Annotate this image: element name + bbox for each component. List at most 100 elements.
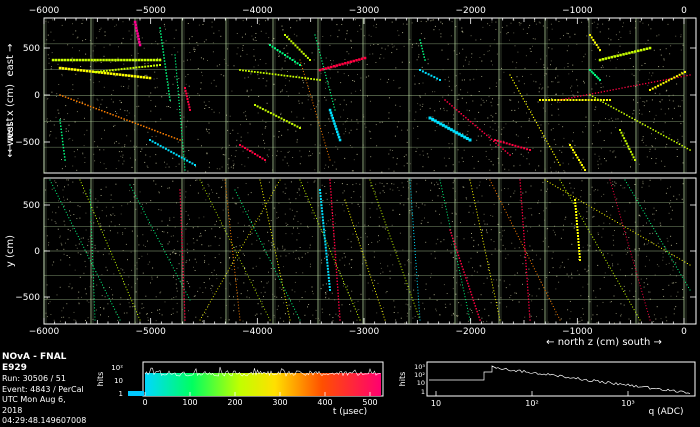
track-hit <box>146 76 149 79</box>
track-hit <box>83 69 86 72</box>
noise-hit <box>456 282 457 283</box>
noise-hit <box>595 107 596 108</box>
noise-hit <box>189 86 190 87</box>
noise-hit <box>456 214 457 215</box>
noise-hit <box>562 126 563 127</box>
noise-hit <box>305 291 306 292</box>
noise-hit <box>601 67 602 68</box>
noise-hit <box>179 164 180 165</box>
track-hit <box>441 185 442 186</box>
noise-hit <box>99 31 100 32</box>
track-hit <box>525 260 526 261</box>
noise-hit <box>392 225 393 226</box>
noise-hit <box>332 317 333 318</box>
noise-hit <box>649 292 650 293</box>
noise-hit <box>258 65 259 66</box>
noise-hit <box>363 114 364 115</box>
track-hit <box>345 200 346 201</box>
noise-hit <box>442 97 443 98</box>
noise-hit <box>220 238 221 239</box>
track-hit <box>537 274 538 275</box>
track-hit <box>312 210 313 211</box>
track-hit <box>604 214 605 215</box>
track-hit <box>387 227 388 228</box>
track-hit <box>163 133 165 135</box>
noise-hit <box>570 311 571 312</box>
noise-hit <box>673 101 674 102</box>
noise-hit <box>625 232 626 233</box>
track-hit <box>92 210 93 211</box>
noise-hit <box>376 124 377 125</box>
noise-hit <box>663 289 664 290</box>
noise-hit <box>144 48 145 49</box>
noise-hit <box>597 322 598 323</box>
track-hit <box>67 215 68 216</box>
track-hit <box>97 274 98 275</box>
noise-hit <box>456 75 457 76</box>
track-hit <box>77 69 80 72</box>
track-hit <box>689 149 691 151</box>
track-hit <box>360 245 361 246</box>
track-hit <box>266 209 267 210</box>
noise-hit <box>490 127 491 128</box>
noise-hit <box>578 259 579 260</box>
track-hit <box>323 225 325 227</box>
track-hit <box>281 118 283 120</box>
noise-hit <box>422 220 423 221</box>
noise-hit <box>415 84 416 85</box>
noise-hit <box>112 19 113 20</box>
noise-hit <box>430 190 431 191</box>
noise-hit <box>232 198 233 199</box>
noise-hit <box>224 154 225 155</box>
track-hit <box>183 158 185 160</box>
noise-hit <box>665 247 666 248</box>
track-hit <box>150 225 151 226</box>
noise-hit <box>371 242 372 243</box>
track-hit <box>136 311 137 312</box>
noise-hit <box>572 71 573 72</box>
noise-hit <box>52 265 53 266</box>
noise-hit <box>644 282 645 283</box>
noise-hit <box>267 283 268 284</box>
track-hit <box>516 233 517 234</box>
track-hit <box>522 215 523 216</box>
noise-hit <box>106 207 107 208</box>
track-hit <box>179 139 181 141</box>
noise-hit <box>106 267 107 268</box>
track-hit <box>182 253 183 254</box>
noise-hit <box>367 96 368 97</box>
track-hit <box>355 59 358 62</box>
noise-hit <box>509 297 510 298</box>
noise-hit <box>402 62 403 63</box>
track-hit <box>268 257 269 258</box>
track-hit <box>173 152 175 154</box>
noise-hit <box>154 72 155 73</box>
track-hit <box>168 149 170 151</box>
track-hit <box>322 216 324 218</box>
track-hit <box>86 70 89 73</box>
noise-hit <box>157 43 158 44</box>
noise-hit <box>65 166 66 167</box>
noise-hit <box>621 121 622 122</box>
noise-hit <box>398 35 399 36</box>
noise-hit <box>340 117 341 118</box>
noise-hit <box>150 111 151 112</box>
track-hit <box>413 227 414 228</box>
noise-hit <box>499 302 500 303</box>
noise-hit <box>195 49 196 50</box>
noise-hit <box>616 313 617 314</box>
track-hit <box>472 191 473 192</box>
noise-hit <box>197 240 198 241</box>
track-hit <box>334 245 335 246</box>
noise-hit <box>204 108 205 109</box>
track-hit <box>108 245 109 246</box>
track-hit <box>637 200 638 201</box>
noise-hit <box>54 320 55 321</box>
track-hit <box>609 217 610 218</box>
noise-hit <box>453 322 454 323</box>
noise-hit <box>641 279 642 280</box>
noise-hit <box>425 289 426 290</box>
track-hit <box>214 294 215 295</box>
noise-hit <box>258 96 259 97</box>
track-hit <box>461 113 463 115</box>
